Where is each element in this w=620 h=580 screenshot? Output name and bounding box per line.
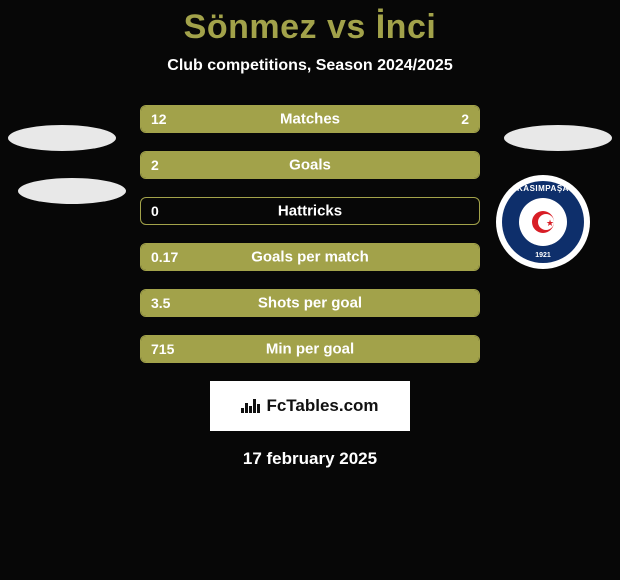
club-badge-star-icon: ★ (546, 218, 554, 229)
stat-value-left: 2 (151, 157, 159, 173)
date-label: 17 february 2025 (0, 449, 620, 469)
page-subtitle: Club competitions, Season 2024/2025 (0, 57, 620, 75)
stat-bar: 3.5 Shots per goal (140, 289, 480, 317)
stat-bar: 2 Goals (140, 151, 480, 179)
stat-value-left: 0 (151, 203, 159, 219)
stats-container: 12 Matches 2 2 Goals 0 Hattricks 0.17 Goals per … (0, 105, 620, 363)
stat-label: Hattricks (278, 203, 342, 220)
stat-label: Goals per match (251, 249, 369, 266)
stat-row: 0 Hattricks (0, 197, 620, 225)
stat-row: 12 Matches 2 (0, 105, 620, 133)
stat-row: 2 Goals (0, 151, 620, 179)
brand-name: FcTables.com (266, 396, 378, 416)
stat-value-left: 12 (151, 111, 167, 127)
stat-bar: 715 Min per goal (140, 335, 480, 363)
stat-value-left: 3.5 (151, 295, 170, 311)
stat-bar: 0 Hattricks (140, 197, 480, 225)
stat-bar: 0.17 Goals per match (140, 243, 480, 271)
brand-footer: FcTables.com (210, 381, 410, 431)
stat-value-left: 715 (151, 341, 174, 357)
stat-row: 0.17 Goals per match (0, 243, 620, 271)
stat-row: 3.5 Shots per goal (0, 289, 620, 317)
stat-label: Matches (280, 111, 340, 128)
brand-logo-icon (241, 399, 260, 413)
stat-value-left: 0.17 (151, 249, 178, 265)
stat-label: Goals (289, 157, 331, 174)
stat-bar-right-fill (431, 106, 479, 132)
stat-label: Min per goal (266, 341, 354, 358)
stat-label: Shots per goal (258, 295, 362, 312)
stat-bar: 12 Matches 2 (140, 105, 480, 133)
stat-value-right: 2 (461, 111, 469, 127)
page-title: Sönmez vs İnci (0, 0, 620, 47)
stat-row: 715 Min per goal (0, 335, 620, 363)
